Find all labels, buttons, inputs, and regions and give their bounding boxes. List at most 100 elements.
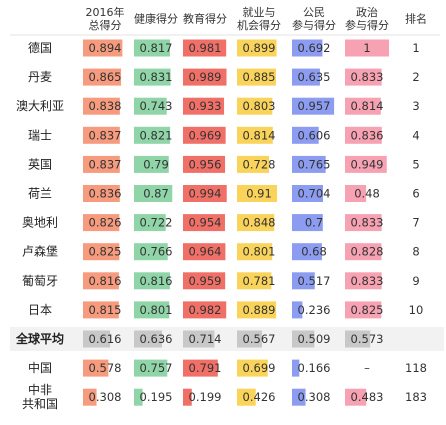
score-value-overall: 0.838 bbox=[89, 99, 122, 113]
score-bar-political bbox=[345, 388, 367, 406]
score-bar-civic bbox=[292, 39, 323, 57]
score-value-civic: 0.704 bbox=[298, 187, 331, 201]
column-header-employment: 机会得分 bbox=[237, 18, 281, 32]
score-bar-overall bbox=[83, 272, 119, 290]
score-value-civic: 0.692 bbox=[298, 41, 331, 55]
rank-value: 5 bbox=[412, 157, 419, 171]
column-header-civic: 公民 bbox=[303, 6, 325, 19]
score-value-political: 0.825 bbox=[351, 303, 384, 317]
score-bar-overall bbox=[83, 388, 97, 406]
score-value-education: 0.959 bbox=[189, 274, 222, 288]
score-value-health: 0.79 bbox=[143, 157, 169, 171]
score-bar-health bbox=[134, 68, 171, 86]
score-value-civic: 0.517 bbox=[298, 274, 331, 288]
row-label: 德国 bbox=[28, 40, 52, 55]
score-value-political: 0.814 bbox=[351, 99, 384, 113]
rank-value: 4 bbox=[412, 128, 419, 142]
score-bar-political bbox=[345, 68, 382, 86]
score-bar-education bbox=[183, 330, 215, 348]
average-row-label: 全球平均 bbox=[15, 331, 64, 346]
score-value-education: 0.969 bbox=[189, 128, 222, 142]
score-bar-civic bbox=[292, 359, 300, 377]
score-value-political: 1 bbox=[363, 41, 370, 55]
score-value-overall: 0.837 bbox=[89, 128, 122, 142]
score-bar-employment bbox=[237, 359, 268, 377]
score-bar-employment bbox=[237, 388, 256, 406]
score-value-civic: 0.635 bbox=[298, 70, 331, 84]
column-header-overall: 总得分 bbox=[89, 18, 122, 32]
score-value-education: 0.982 bbox=[189, 303, 222, 317]
score-value-overall: 0.816 bbox=[89, 274, 122, 288]
column-header-political: 政治 bbox=[356, 5, 378, 19]
score-bar-health bbox=[134, 185, 173, 202]
score-value-overall: 0.894 bbox=[89, 41, 122, 55]
score-value-overall: 0.865 bbox=[89, 70, 122, 84]
row-label: 奥地利 bbox=[22, 216, 58, 230]
score-bar-overall bbox=[83, 301, 119, 319]
score-bar-education bbox=[183, 272, 226, 290]
score-value-health: 0.816 bbox=[140, 274, 173, 288]
score-value-overall: 0.815 bbox=[89, 303, 122, 317]
score-value-education: 0.994 bbox=[189, 187, 222, 201]
score-value-education: 0.791 bbox=[189, 361, 222, 375]
score-bar-political bbox=[345, 97, 381, 115]
row-label: 英国 bbox=[28, 157, 52, 171]
score-bar-civic bbox=[292, 388, 306, 406]
score-bar-education bbox=[183, 359, 218, 377]
score-bar-political bbox=[345, 243, 382, 261]
score-bar-employment bbox=[237, 214, 275, 232]
score-value-education: 0.933 bbox=[189, 99, 222, 113]
score-value-health: 0.743 bbox=[140, 99, 173, 113]
score-bar-overall bbox=[83, 185, 120, 202]
score-bar-employment bbox=[237, 272, 272, 290]
score-value-health: 0.636 bbox=[140, 332, 173, 346]
score-value-civic: 0.765 bbox=[298, 157, 331, 171]
score-value-health: 0.87 bbox=[143, 187, 169, 201]
score-value-employment: 0.728 bbox=[243, 157, 276, 171]
score-bar-health bbox=[134, 126, 171, 144]
score-value-political: 0.828 bbox=[351, 245, 384, 259]
score-bar-health bbox=[134, 97, 167, 115]
score-value-employment: 0.426 bbox=[243, 390, 276, 404]
score-bar-health bbox=[134, 155, 169, 173]
score-bar-employment bbox=[237, 330, 262, 348]
column-header-employment: 就业与 bbox=[243, 5, 276, 19]
column-header-overall: 2016年 bbox=[86, 5, 125, 19]
rank-value: 1 bbox=[412, 41, 419, 55]
score-bar-education bbox=[183, 388, 192, 406]
row-label: 葡萄牙 bbox=[22, 274, 58, 288]
score-value-health: 0.831 bbox=[140, 70, 173, 84]
score-value-overall: 0.825 bbox=[89, 245, 122, 259]
score-value-civic: 0.509 bbox=[298, 332, 331, 346]
score-bar-employment bbox=[237, 155, 270, 173]
rank-value: 6 bbox=[412, 187, 419, 201]
score-value-overall: 0.826 bbox=[89, 216, 122, 230]
score-value-education: 0.964 bbox=[189, 245, 222, 259]
score-bar-health bbox=[134, 359, 168, 377]
score-bar-health bbox=[134, 272, 170, 290]
score-bar-civic bbox=[292, 330, 315, 348]
row-label: 瑞士 bbox=[28, 128, 52, 142]
score-bar-employment bbox=[237, 68, 276, 86]
score-bar-overall bbox=[83, 39, 123, 57]
column-header-civic: 参与得分 bbox=[292, 18, 336, 32]
score-bar-employment bbox=[237, 39, 277, 57]
rank-value: 7 bbox=[412, 216, 419, 230]
score-bar-political bbox=[345, 185, 367, 202]
score-value-education: 0.956 bbox=[189, 157, 222, 171]
score-bar-political bbox=[345, 272, 382, 290]
score-bar-civic bbox=[292, 272, 315, 290]
score-value-civic: 0.606 bbox=[298, 128, 331, 142]
score-value-education: 0.954 bbox=[189, 216, 222, 230]
score-value-employment: 0.699 bbox=[243, 361, 276, 375]
score-value-political: 0.833 bbox=[351, 274, 384, 288]
rank-value: 8 bbox=[412, 245, 419, 259]
score-bar-political bbox=[345, 155, 387, 173]
score-value-civic: 0.236 bbox=[298, 303, 331, 317]
row-label: 澳大利亚 bbox=[16, 99, 64, 113]
score-bar-education bbox=[183, 155, 226, 173]
score-value-employment: 0.91 bbox=[246, 187, 272, 201]
score-bar-education bbox=[183, 39, 227, 57]
score-bar-employment bbox=[237, 126, 273, 144]
